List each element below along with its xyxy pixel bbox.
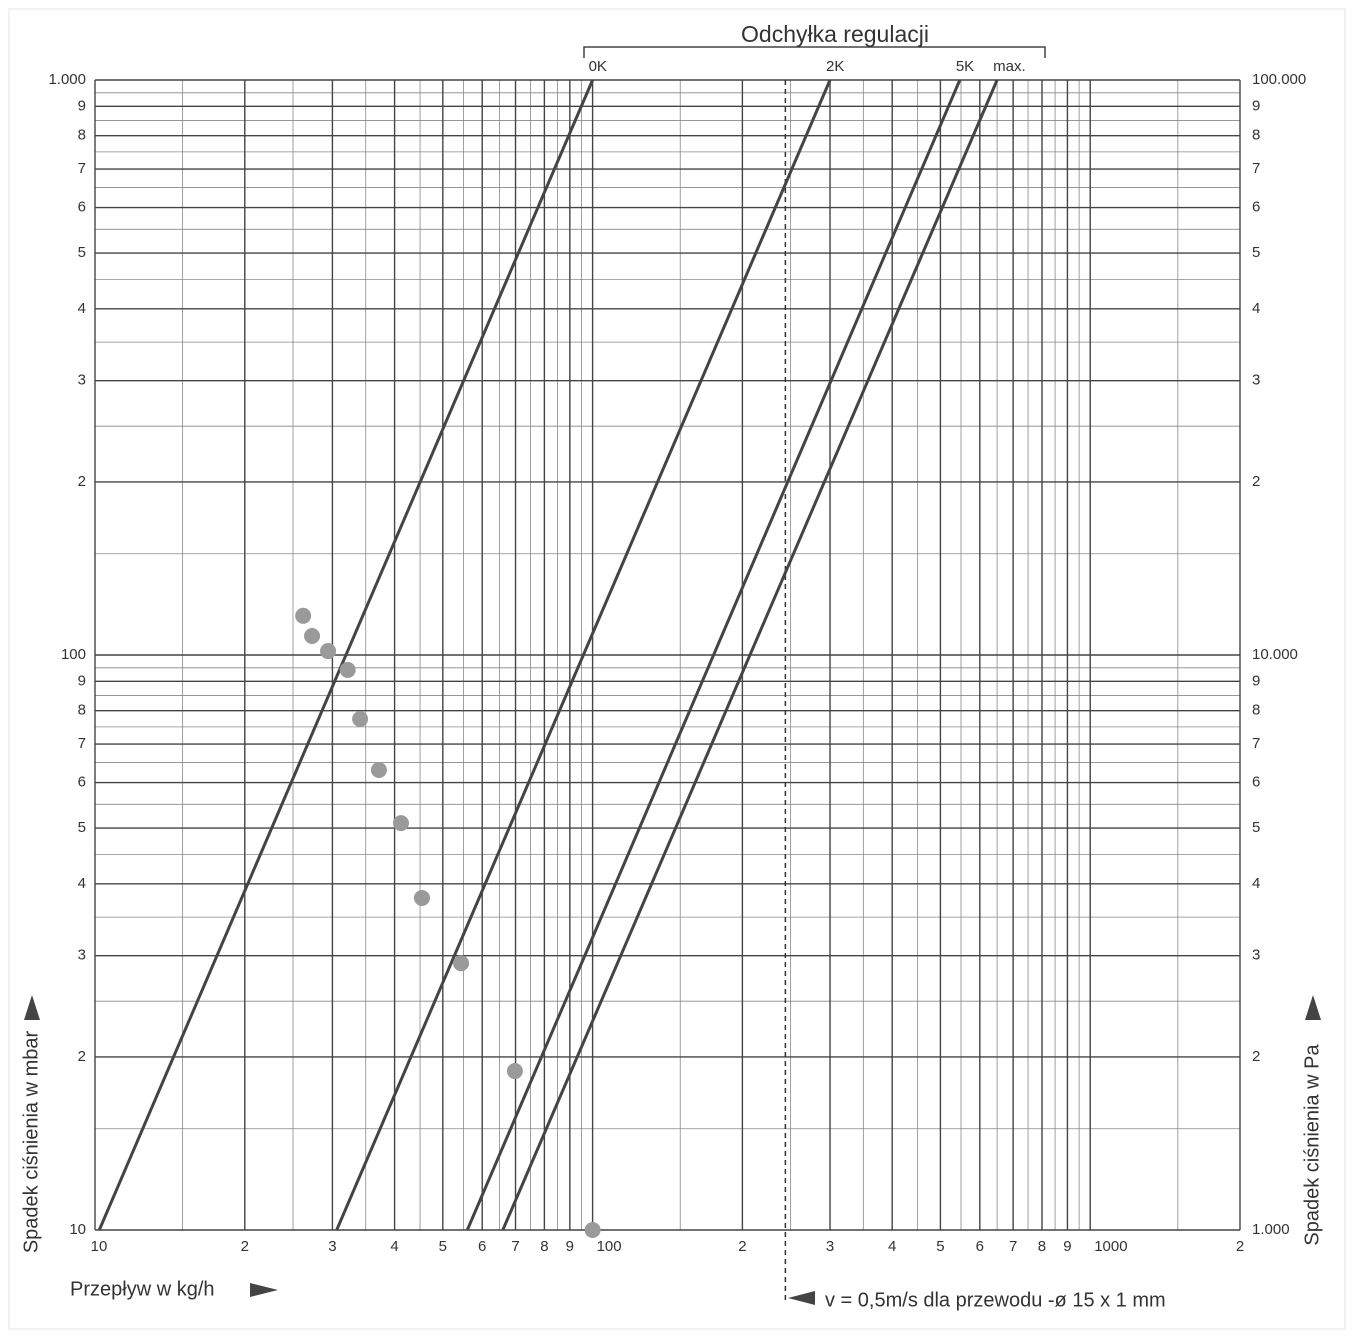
x-tick-label: 100 (597, 1238, 622, 1255)
y2-tick-label: 8 (1252, 702, 1260, 719)
y-tick-label: 10 (69, 1221, 86, 1238)
point (320, 643, 337, 660)
point (413, 889, 430, 906)
y2-tick-label: 6 (1252, 199, 1260, 216)
x-tick-label: 9 (566, 1238, 574, 1255)
point (370, 761, 387, 778)
x-tick-label: 5 (439, 1238, 447, 1255)
y-tick-label: 6 (78, 199, 86, 216)
y2-axis-label: Spadek ciśnienia w Pa (1301, 1044, 1323, 1246)
y2-tick-label: 10.000 (1252, 646, 1298, 663)
y2-tick-label: 9 (1252, 97, 1260, 114)
curve-label: 0K (589, 58, 607, 75)
y2-tick-label: 7 (1252, 160, 1260, 177)
y-tick-label: 8 (78, 702, 86, 719)
curve-label: 2K (826, 58, 844, 75)
x-tick-label: 4 (888, 1238, 896, 1255)
chart-title: Odchyłka regulacji (741, 21, 929, 47)
x-tick-label: 3 (328, 1238, 336, 1255)
y2-tick-label: 8 (1252, 127, 1260, 144)
y-tick-label: 6 (78, 774, 86, 791)
point (339, 661, 356, 678)
x-tick-label: 7 (1009, 1238, 1017, 1255)
arrow (788, 1291, 815, 1305)
curve-label: max. (993, 58, 1026, 75)
curve (465, 79, 962, 1231)
y-tick-label: 2 (78, 473, 86, 490)
y-tick-label: 4 (78, 300, 86, 317)
x-tick-label: 3 (826, 1238, 834, 1255)
y-tick-label: 1.000 (48, 71, 86, 88)
y-tick-label: 7 (78, 735, 86, 752)
y2-tick-label: 1.000 (1252, 1221, 1290, 1238)
y-tick-label: 100 (61, 646, 86, 663)
y2-tick-label: 2 (1252, 473, 1260, 490)
y2-tick-label: 3 (1252, 947, 1260, 964)
y-tick-label: 9 (78, 97, 86, 114)
curve (335, 79, 832, 1231)
y2-tick-label: 100.000 (1252, 71, 1306, 88)
bracket (583, 46, 1046, 58)
y-tick-label: 2 (78, 1048, 86, 1065)
y-tick-label: 8 (78, 127, 86, 144)
arrow (1305, 995, 1321, 1020)
point (506, 1063, 523, 1080)
y2-tick-label: 4 (1252, 300, 1260, 317)
point (304, 628, 321, 645)
curve (501, 79, 999, 1231)
x-tick-label: 2 (1236, 1238, 1244, 1255)
point (392, 815, 409, 832)
y2-tick-label: 4 (1252, 875, 1260, 892)
y2-tick-label: 3 (1252, 372, 1260, 389)
arrow (24, 995, 40, 1020)
point (352, 710, 369, 727)
y2-tick-label: 7 (1252, 735, 1260, 752)
y-tick-label: 3 (78, 372, 86, 389)
x-tick-label: 8 (540, 1238, 548, 1255)
y-tick-label: 7 (78, 160, 86, 177)
x-tick-label: 9 (1063, 1238, 1071, 1255)
x-tick-label: 8 (1038, 1238, 1046, 1255)
arrow (250, 1283, 278, 1297)
x-tick-label: 5 (936, 1238, 944, 1255)
annotation: v = 0,5m/s dla przewodu -ø 15 x 1 mm (825, 1289, 1166, 1311)
y2-tick-label: 6 (1252, 774, 1260, 791)
y2-tick-label: 5 (1252, 819, 1260, 836)
x-tick-label: 6 (478, 1238, 486, 1255)
point (453, 955, 470, 972)
curve-label: 5K (956, 58, 974, 75)
point (584, 1222, 601, 1238)
x-tick-label: 2 (738, 1238, 746, 1255)
x-tick-label: 7 (511, 1238, 519, 1255)
y-tick-label: 5 (78, 819, 86, 836)
y2-tick-label: 9 (1252, 672, 1260, 689)
x-tick-label: 2 (241, 1238, 249, 1255)
frame (8, 8, 1346, 1330)
x-tick-label: 10 (91, 1238, 108, 1255)
x-tick-label: 1000 (1094, 1238, 1127, 1255)
y-axis-label: Spadek ciśnienia w mbar (20, 1030, 42, 1253)
y-tick-label: 3 (78, 947, 86, 964)
curve (97, 79, 594, 1231)
y-tick-label: 4 (78, 875, 86, 892)
x-axis-label: Przepływ w kg/h (70, 1278, 215, 1300)
y-tick-label: 5 (78, 244, 86, 261)
y-tick-label: 9 (78, 672, 86, 689)
x-tick-label: 6 (976, 1238, 984, 1255)
y2-tick-label: 2 (1252, 1048, 1260, 1065)
x-tick-label: 4 (390, 1238, 398, 1255)
y2-tick-label: 5 (1252, 244, 1260, 261)
point (295, 607, 312, 624)
